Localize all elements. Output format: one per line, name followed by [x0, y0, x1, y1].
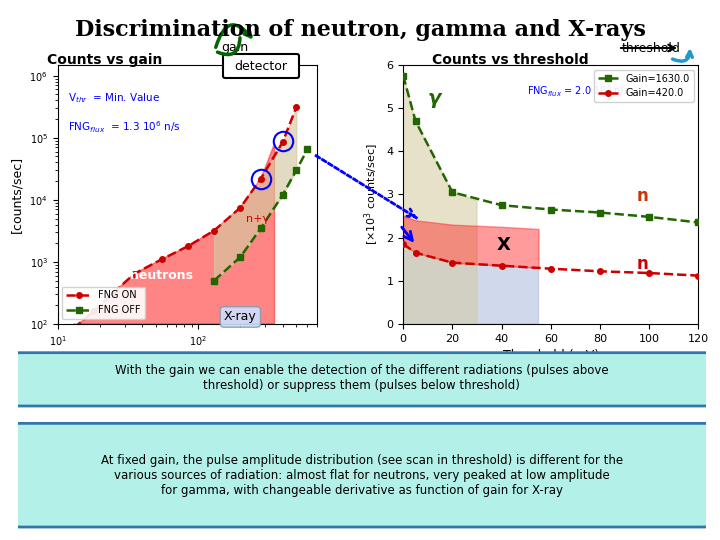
FNG OFF — [292, 167, 300, 173]
Gain=1630.0 — [645, 214, 654, 220]
FNG ON — [236, 204, 245, 211]
Gain=420.0 — [411, 249, 420, 256]
Line: Gain=420.0: Gain=420.0 — [400, 241, 701, 279]
Gain=1630.0 — [411, 118, 420, 124]
FNG ON — [109, 289, 118, 296]
Text: n+γ: n+γ — [246, 213, 269, 224]
FNG OFF — [236, 254, 245, 260]
FNG ON — [256, 176, 265, 182]
FNG ON — [210, 227, 218, 234]
Gain=420.0 — [694, 272, 703, 279]
Gain=1630.0 — [399, 72, 408, 79]
Line: Gain=1630.0: Gain=1630.0 — [400, 72, 702, 226]
Text: With the gain we can enable the detection of the different radiations (pulses ab: With the gain we can enable the detectio… — [115, 364, 608, 392]
Text: At fixed gain, the pulse amplitude distribution (see scan in threshold) is diffe: At fixed gain, the pulse amplitude distr… — [101, 454, 623, 497]
Text: γ: γ — [428, 89, 441, 107]
Text: n: n — [637, 255, 649, 273]
FancyBboxPatch shape — [8, 353, 716, 406]
Text: gain: gain — [222, 42, 248, 55]
Y-axis label: [$\times$10$^3$ counts/sec]: [$\times$10$^3$ counts/sec] — [362, 144, 381, 245]
X-axis label: Gain: Gain — [173, 353, 202, 366]
FancyBboxPatch shape — [223, 54, 299, 78]
Text: neutrons: neutrons — [130, 269, 193, 282]
X-axis label: Threshold (mV): Threshold (mV) — [503, 349, 599, 362]
Polygon shape — [403, 76, 477, 324]
FNG OFF — [303, 146, 312, 153]
Text: n: n — [637, 187, 649, 205]
Gain=420.0 — [546, 266, 555, 272]
FNG ON — [69, 325, 78, 332]
Line: FNG ON: FNG ON — [71, 105, 299, 331]
FancyArrowPatch shape — [216, 25, 251, 48]
Gain=1630.0 — [694, 219, 703, 226]
Text: V$_{thr}$  = Min. Value: V$_{thr}$ = Min. Value — [68, 91, 161, 105]
FancyArrowPatch shape — [217, 38, 240, 55]
FNG OFF — [279, 192, 287, 198]
Legend: Gain=1630.0, Gain=420.0: Gain=1630.0, Gain=420.0 — [594, 70, 693, 102]
FNG OFF — [256, 225, 265, 232]
FancyBboxPatch shape — [8, 423, 716, 527]
FNG ON — [157, 256, 166, 262]
Line: FNG OFF: FNG OFF — [211, 147, 310, 284]
Gain=420.0 — [498, 262, 506, 269]
Text: FNG$_{flux}$ = 2.0 10$^6$ n/s: FNG$_{flux}$ = 2.0 10$^6$ n/s — [527, 83, 630, 98]
FNG OFF — [210, 278, 218, 284]
Polygon shape — [73, 144, 274, 328]
Text: threshold: threshold — [622, 42, 681, 55]
FancyArrowPatch shape — [318, 157, 415, 217]
Polygon shape — [403, 244, 539, 324]
Legend: FNG ON, FNG OFF: FNG ON, FNG OFF — [63, 287, 145, 319]
FancyArrowPatch shape — [402, 227, 413, 240]
FNG ON — [184, 243, 192, 249]
Gain=1630.0 — [498, 202, 506, 208]
FNG ON — [279, 139, 287, 145]
Text: Counts vs threshold: Counts vs threshold — [432, 53, 588, 67]
FNG ON — [292, 104, 300, 111]
Text: X-ray: X-ray — [224, 310, 257, 323]
Gain=420.0 — [595, 268, 604, 274]
Text: X: X — [497, 235, 510, 254]
Y-axis label: [counts/sec]: [counts/sec] — [11, 156, 24, 233]
Gain=1630.0 — [448, 189, 456, 195]
Gain=420.0 — [645, 270, 654, 276]
Gain=1630.0 — [546, 206, 555, 213]
Text: detector: detector — [235, 60, 287, 73]
Gain=1630.0 — [595, 210, 604, 216]
FNG ON — [130, 271, 138, 277]
Gain=420.0 — [399, 241, 408, 247]
FancyArrowPatch shape — [672, 52, 693, 61]
FancyArrowPatch shape — [621, 45, 675, 51]
FNG ON — [89, 308, 98, 315]
Text: FNG$_{flux}$  = 1.3 10$^6$ n/s: FNG$_{flux}$ = 1.3 10$^6$ n/s — [68, 119, 181, 135]
Gain=420.0 — [448, 259, 456, 266]
Text: Discrimination of neutron, gamma and X-rays: Discrimination of neutron, gamma and X-r… — [75, 19, 645, 41]
Text: Counts vs gain: Counts vs gain — [48, 53, 163, 67]
